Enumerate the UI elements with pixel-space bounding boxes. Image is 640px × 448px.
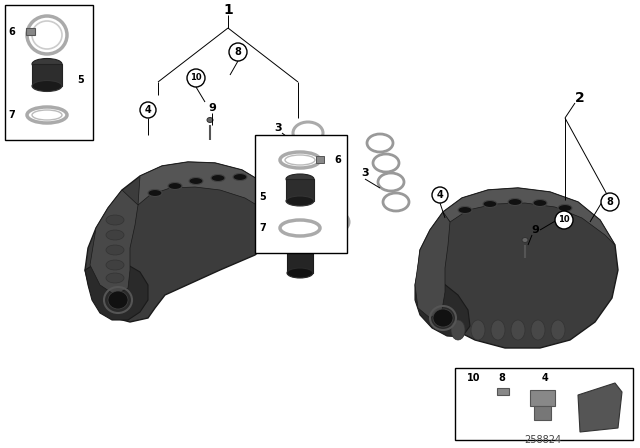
Ellipse shape — [522, 237, 528, 242]
Text: 7: 7 — [259, 223, 266, 233]
Text: 9: 9 — [208, 103, 216, 113]
Text: 8: 8 — [499, 373, 506, 383]
Ellipse shape — [551, 320, 565, 340]
Polygon shape — [85, 262, 148, 320]
Ellipse shape — [106, 273, 124, 283]
Ellipse shape — [106, 215, 124, 225]
Circle shape — [601, 193, 619, 211]
Text: 8: 8 — [607, 197, 613, 207]
Bar — [5, 5, 93, 140]
Text: 1: 1 — [223, 3, 233, 17]
Ellipse shape — [451, 320, 465, 340]
Circle shape — [555, 211, 573, 229]
Ellipse shape — [508, 198, 522, 206]
Text: 5: 5 — [259, 192, 266, 202]
Ellipse shape — [168, 182, 182, 190]
Text: 8: 8 — [235, 47, 241, 57]
Ellipse shape — [287, 240, 313, 250]
Ellipse shape — [287, 268, 313, 278]
Ellipse shape — [558, 204, 572, 211]
Polygon shape — [85, 162, 278, 322]
Bar — [534, 406, 551, 420]
Text: 4: 4 — [436, 190, 444, 200]
Ellipse shape — [458, 207, 472, 214]
Ellipse shape — [511, 320, 525, 340]
Ellipse shape — [531, 320, 545, 340]
Text: 4: 4 — [145, 105, 152, 115]
Ellipse shape — [533, 199, 547, 207]
Ellipse shape — [189, 177, 203, 185]
Circle shape — [432, 187, 448, 203]
Bar — [286, 179, 314, 201]
Ellipse shape — [233, 173, 247, 181]
Polygon shape — [443, 188, 615, 245]
Text: 2: 2 — [575, 91, 585, 105]
Bar — [530, 390, 555, 406]
Ellipse shape — [32, 59, 62, 69]
Text: 10: 10 — [190, 73, 202, 82]
Ellipse shape — [148, 190, 162, 197]
Text: 10: 10 — [467, 373, 481, 383]
Polygon shape — [418, 188, 618, 348]
Ellipse shape — [483, 201, 497, 207]
Bar — [255, 135, 347, 253]
Circle shape — [229, 43, 247, 61]
Text: 6: 6 — [334, 155, 340, 165]
Bar — [497, 388, 509, 395]
Text: 3: 3 — [274, 123, 282, 133]
Bar — [455, 368, 633, 440]
Ellipse shape — [32, 81, 62, 91]
Ellipse shape — [286, 174, 314, 184]
Ellipse shape — [106, 245, 124, 255]
Text: 4: 4 — [541, 373, 548, 383]
Text: 6: 6 — [8, 27, 15, 37]
Circle shape — [140, 102, 156, 118]
Text: 9: 9 — [531, 225, 539, 235]
Ellipse shape — [108, 291, 128, 309]
Ellipse shape — [207, 117, 213, 122]
Polygon shape — [578, 383, 622, 432]
Ellipse shape — [106, 230, 124, 240]
Bar — [32, 64, 62, 86]
Polygon shape — [138, 162, 278, 220]
Ellipse shape — [471, 320, 485, 340]
Bar — [287, 245, 313, 273]
Text: 3: 3 — [361, 168, 369, 178]
Ellipse shape — [286, 196, 314, 206]
Circle shape — [187, 69, 205, 87]
Polygon shape — [415, 270, 470, 337]
Polygon shape — [90, 190, 138, 295]
Ellipse shape — [491, 320, 505, 340]
Text: 10: 10 — [558, 215, 570, 224]
Polygon shape — [415, 212, 450, 318]
Bar — [316, 156, 324, 163]
Ellipse shape — [433, 309, 453, 327]
Text: 5: 5 — [77, 75, 84, 85]
Ellipse shape — [106, 260, 124, 270]
Ellipse shape — [211, 175, 225, 181]
Bar — [26, 28, 35, 35]
Text: 7: 7 — [8, 110, 15, 120]
Text: 258824: 258824 — [524, 435, 561, 445]
